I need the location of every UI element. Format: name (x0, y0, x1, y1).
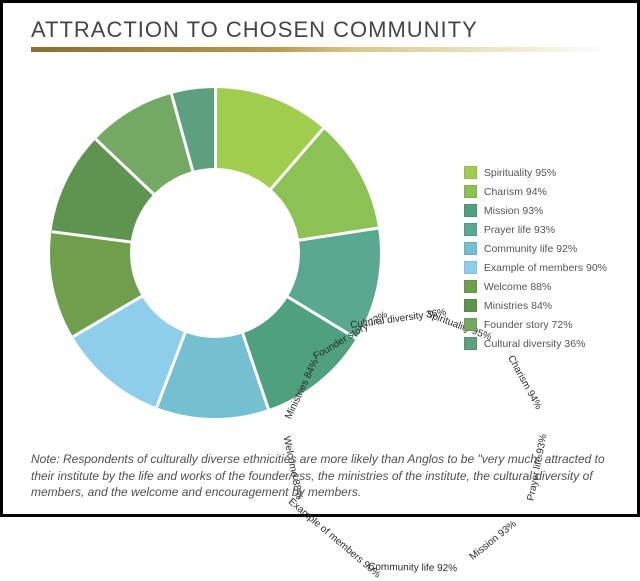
slice-label: Charism 94% (505, 354, 544, 412)
legend-swatch (464, 337, 477, 350)
legend-item: Example of members 90% (464, 258, 607, 277)
legend-swatch (464, 299, 477, 312)
legend-item: Mission 93% (464, 201, 607, 220)
slice-label: Mission 93% (468, 519, 519, 563)
legend-swatch (464, 318, 477, 331)
legend-swatch (464, 261, 477, 274)
legend-label: Spirituality 95% (484, 167, 556, 179)
legend-item: Welcome 88% (464, 277, 607, 296)
legend-swatch (464, 185, 477, 198)
footnote: Note: Respondents of culturally diverse … (31, 451, 609, 500)
title-rule (31, 47, 615, 52)
donut-chart: Spirituality 95%Charism 94%Prayer life 9… (15, 63, 415, 443)
legend-swatch (464, 280, 477, 293)
legend-label: Ministries 84% (484, 300, 552, 312)
legend-label: Cultural diversity 36% (484, 338, 586, 350)
legend-label: Prayer life 93% (484, 224, 555, 236)
legend-item: Ministries 84% (464, 296, 607, 315)
legend-swatch (464, 223, 477, 236)
legend-label: Community life 92% (484, 243, 577, 255)
legend-label: Mission 93% (484, 205, 544, 217)
legend-swatch (464, 242, 477, 255)
legend-item: Cultural diversity 36% (464, 334, 607, 353)
legend-swatch (464, 204, 477, 217)
legend-label: Welcome 88% (484, 281, 552, 293)
legend-item: Founder story 72% (464, 315, 607, 334)
slice-label: Example of members 90% (286, 496, 383, 580)
header: ATTRACTION TO CHOSEN COMMUNITY (3, 3, 637, 52)
legend-label: Charism 94% (484, 186, 547, 198)
slice-separator (214, 88, 217, 253)
legend-item: Community life 92% (464, 239, 607, 258)
legend-label: Example of members 90% (484, 262, 607, 274)
page-title: ATTRACTION TO CHOSEN COMMUNITY (31, 17, 637, 43)
legend-item: Prayer life 93% (464, 220, 607, 239)
legend-label: Founder story 72% (484, 319, 573, 331)
legend: Spirituality 95% Charism 94% Mission 93% Pr… (464, 163, 607, 353)
legend-swatch (464, 166, 477, 179)
legend-item: Charism 94% (464, 182, 607, 201)
legend-item: Spirituality 95% (464, 163, 607, 182)
